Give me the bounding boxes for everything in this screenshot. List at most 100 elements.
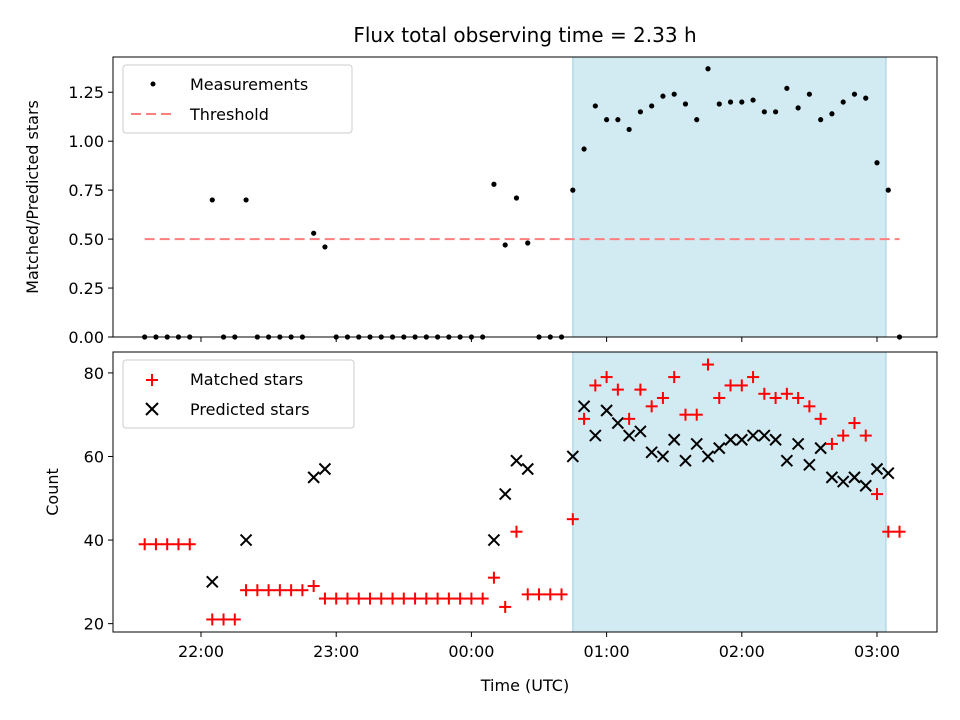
matched-star-point (149, 538, 162, 551)
measurement-point (851, 91, 858, 97)
predicted-star-point (656, 450, 670, 463)
top-shaded-region (572, 56, 887, 338)
matched-star-point (871, 488, 883, 501)
measurement-point (243, 197, 249, 203)
measurement-point (626, 126, 632, 133)
predicted-stars-series (206, 400, 895, 589)
measurement-point (874, 160, 880, 166)
matched-star-point (893, 525, 906, 538)
matched-star-point (634, 383, 647, 396)
matched-star-point (882, 525, 895, 538)
x-tick-label: 03:00 (854, 642, 900, 661)
bottom-y-axis-label: Count (43, 468, 62, 516)
matched-star-point (465, 592, 478, 605)
matched-star-point (544, 588, 557, 601)
matched-star-point (758, 387, 771, 400)
measurement-point (592, 103, 598, 109)
legend-matched-label: Matched stars (190, 370, 303, 389)
predicted-star-point (679, 454, 692, 467)
predicted-star-point (758, 429, 771, 442)
measurement-point (773, 109, 779, 115)
predicted-star-point (566, 450, 580, 463)
matched-star-point (589, 379, 602, 392)
matched-star-point (352, 592, 365, 605)
measurement-point (795, 105, 801, 111)
matched-star-point (600, 371, 613, 384)
measurement-point (818, 117, 824, 123)
matched-star-point (769, 391, 782, 404)
x-tick-label: 00:00 (448, 642, 494, 661)
top-y-axis: 0.00 0.25 0.50 0.75 1.00 1.25 (68, 83, 113, 347)
legend-measurements-marker (150, 81, 156, 87)
matched-star-point (138, 538, 151, 551)
top-panel: 0.00 0.25 0.50 0.75 1.00 1.25 Matched/Predict… (23, 56, 938, 347)
matched-star-point (690, 408, 703, 421)
matched-star-point (747, 371, 760, 384)
predicted-star-point (634, 425, 647, 438)
y-tick-label: 1.25 (68, 83, 104, 102)
matched-star-point (285, 584, 298, 597)
predicted-star-point (611, 416, 625, 430)
bottom-axes-frame (112, 351, 938, 633)
top-legend: Measurements Threshold (122, 64, 353, 134)
matched-star-point (724, 379, 737, 392)
predicted-star-point (498, 487, 512, 501)
measurement-point (615, 117, 621, 123)
predicted-star-point (701, 450, 715, 463)
predicted-star-point (622, 429, 636, 442)
matched-star-point (442, 592, 455, 605)
x-tick-label: 23:00 (313, 642, 359, 661)
matched-star-point (533, 588, 545, 601)
matched-star-point (397, 592, 410, 605)
top-y-axis-label: Matched/Predicted stars (23, 100, 42, 294)
measurement-point (806, 91, 813, 97)
predicted-star-point (239, 533, 253, 547)
x-axis-label: Time (UTC) (480, 676, 569, 695)
legend-matched-marker (146, 374, 158, 386)
y-tick-label: 0.75 (68, 181, 104, 200)
matched-star-point (623, 412, 636, 425)
matched-star-point (792, 391, 805, 404)
bottom-x-axis: 22:00 23:00 00:00 01:00 02:00 03:00 (178, 632, 900, 661)
matched-star-point (656, 391, 669, 404)
measurement-point (840, 99, 846, 105)
predicted-star-point (882, 466, 895, 480)
predicted-star-point (735, 433, 749, 446)
matched-star-point (611, 383, 624, 396)
measurement-point (750, 97, 756, 103)
matched-star-point (409, 592, 422, 605)
predicted-star-point (848, 471, 861, 484)
y-tick-label: 0.00 (68, 328, 104, 347)
measurement-point (581, 146, 587, 152)
predicted-star-point (645, 446, 658, 459)
measurement-point (311, 230, 317, 236)
matched-star-point (318, 592, 331, 605)
legend-threshold-label: Threshold (189, 105, 269, 124)
legend-predicted-label: Predicted stars (190, 400, 310, 419)
matched-star-point (217, 613, 230, 626)
bottom-shaded-region (572, 351, 887, 633)
matched-star-point (645, 400, 658, 413)
measurement-point (660, 93, 666, 99)
predicted-star-point (713, 441, 726, 455)
matched-star-point (555, 588, 568, 601)
measurement-point (491, 181, 497, 187)
measurement-point (784, 85, 790, 91)
matched-star-point (161, 538, 174, 551)
top-legend-box (122, 64, 353, 134)
bottom-legend: Matched stars Predicted stars (122, 359, 355, 429)
matched-star-point (814, 412, 827, 425)
matched-star-point (296, 584, 309, 597)
x-tick-label: 02:00 (719, 642, 765, 661)
matched-star-point (172, 538, 185, 551)
measurement-point (863, 95, 869, 101)
measurement-point (761, 109, 767, 115)
predicted-star-point (206, 575, 219, 589)
predicted-star-point (307, 471, 320, 484)
matched-star-point (476, 592, 489, 605)
chart-title: Flux total observing time = 2.33 h (353, 23, 696, 47)
matched-star-point (206, 613, 219, 626)
predicted-star-point (600, 404, 613, 417)
